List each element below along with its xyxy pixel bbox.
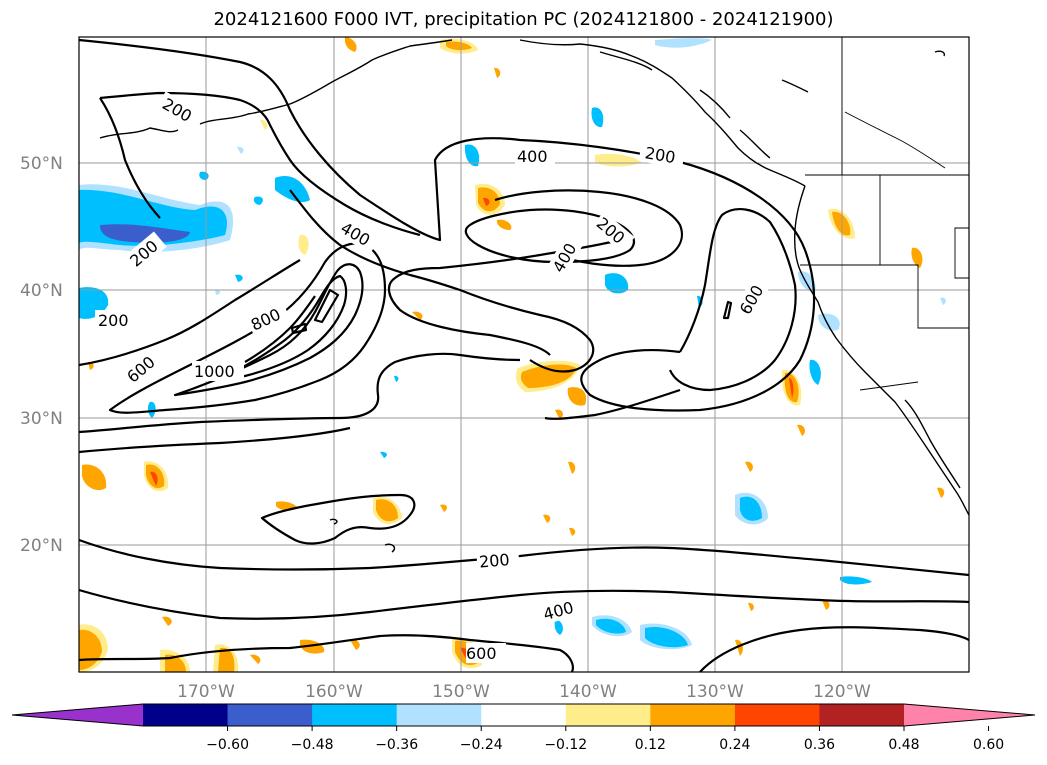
colorbar-segment	[565, 704, 651, 726]
colorbar-tick-label: −0.36	[375, 737, 418, 753]
lon-label: 140°W	[559, 682, 617, 702]
colorbar-segment	[227, 704, 313, 726]
colorbar-segment	[734, 704, 820, 726]
political-borders	[800, 37, 969, 391]
ivt-contours	[79, 38, 969, 672]
colorbar-segment	[143, 704, 229, 726]
lat-label: 50°N	[20, 154, 63, 174]
colorbar-extend-low	[12, 704, 143, 726]
latitude-labels: 50°N 40°N 30°N 20°N	[20, 154, 63, 556]
colorbar-tick-label: −0.24	[460, 737, 503, 753]
colorbar-tick-label: 0.12	[635, 737, 666, 753]
colorbar-outline	[11, 703, 1036, 727]
lat-label: 40°N	[20, 281, 63, 301]
colorbar-extend-high	[904, 704, 1035, 726]
colorbar-segment	[481, 704, 567, 726]
colorbar-tick-label: −0.60	[206, 737, 249, 753]
longitude-labels: 170°W 160°W 150°W 140°W 130°W 120°W	[177, 682, 871, 702]
colorbar-segment	[650, 704, 736, 726]
lon-label: 120°W	[813, 682, 871, 702]
contour-label: 600	[466, 644, 497, 663]
colorbar-tick-label: 0.24	[719, 737, 750, 753]
lon-label: 160°W	[305, 682, 363, 702]
colorbar-tick-label: −0.12	[544, 737, 587, 753]
map-panel	[79, 37, 969, 672]
lat-label: 20°N	[20, 536, 63, 556]
colorbar-segment	[396, 704, 482, 726]
colorbar-tick-label: 0.36	[804, 737, 835, 753]
contour-label: 200	[98, 311, 129, 330]
lon-label: 170°W	[177, 682, 235, 702]
colorbar-tick-label: −0.48	[291, 737, 334, 753]
colorbar: −0.60 −0.48 −0.36 −0.24 −0.12 0.12 0.24 0.36 0.4…	[11, 703, 1036, 753]
plot-title: 2024121600 F000 IVT, precipitation PC (2…	[213, 9, 834, 30]
coastlines	[99, 39, 969, 553]
colorbar-segment	[312, 704, 398, 726]
contour-label: 200	[478, 550, 510, 572]
colorbar-segment	[819, 704, 905, 726]
map-frame	[78, 36, 970, 673]
lon-label: 150°W	[432, 682, 490, 702]
colorbar-tick-label: 0.48	[888, 737, 919, 753]
contour-label: 1000	[194, 362, 235, 381]
lat-label: 30°N	[20, 409, 63, 429]
contour-label: 400	[517, 147, 548, 166]
lon-label: 130°W	[686, 682, 744, 702]
colorbar-tick-label: 0.60	[973, 737, 1004, 753]
